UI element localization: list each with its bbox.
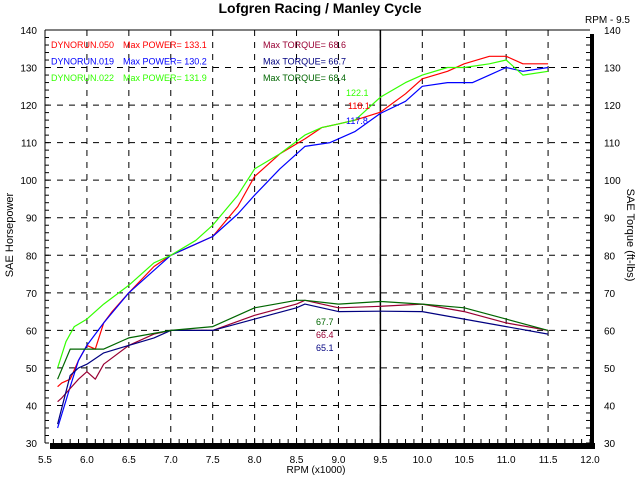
y-tick-label: 140 bbox=[20, 26, 37, 37]
cursor-torque-value: 66.4 bbox=[316, 330, 334, 340]
legend-run: DYNORUN.019 bbox=[51, 57, 114, 67]
x-tick-label: 7.0 bbox=[164, 455, 178, 466]
legend-max-torque: Max TORQUE= 68.4 bbox=[263, 73, 346, 83]
y-tick-label: 130 bbox=[20, 64, 37, 75]
series-line bbox=[57, 59, 549, 369]
bottom-axis-bar bbox=[50, 443, 595, 449]
x-tick-label: 6.0 bbox=[80, 455, 94, 466]
x-tick-label: 7.5 bbox=[206, 455, 220, 466]
y2-tick-label: 80 bbox=[604, 251, 616, 262]
series-line bbox=[57, 299, 549, 380]
legend-run: DYNORUN.050 bbox=[51, 40, 114, 50]
y2-tick-label: 30 bbox=[604, 439, 616, 450]
y2-tick-label: 50 bbox=[604, 364, 616, 375]
x-axis-label: RPM (x1000) bbox=[287, 465, 346, 476]
cursor-label: RPM - 9.5 bbox=[585, 15, 630, 26]
x-tick-label: 12.0 bbox=[580, 455, 600, 466]
x-tick-label: 8.0 bbox=[248, 455, 262, 466]
y-tick-label: 90 bbox=[26, 214, 38, 225]
y-tick-label: 100 bbox=[20, 176, 37, 187]
y-tick-label: 120 bbox=[20, 101, 37, 112]
legend-max-torque: Max TORQUE= 68.6 bbox=[263, 40, 346, 50]
y-tick-label: 70 bbox=[26, 289, 38, 300]
y-tick-label: 40 bbox=[26, 401, 38, 412]
y2-axis-label: SAE Torque (ft-lbs) bbox=[624, 189, 636, 282]
tick-labels: 5.5 6.0 6.5 7.0 7.5 8.0 8.5 9.0 9.5 10.0 10.5 11.0 1… bbox=[20, 26, 621, 466]
y-tick-label: 80 bbox=[26, 251, 38, 262]
y2-tick-label: 110 bbox=[604, 139, 620, 150]
x-tick-label: 9.5 bbox=[373, 455, 387, 466]
legend-max-torque: Max TORQUE= 66.7 bbox=[263, 57, 346, 67]
y2-tick-label: 40 bbox=[604, 401, 616, 412]
y-tick-label: 60 bbox=[26, 326, 38, 337]
x-tick-label: 9.0 bbox=[332, 455, 346, 466]
x-tick-label: 10.0 bbox=[413, 455, 433, 466]
y2-tick-label: 60 bbox=[604, 326, 616, 337]
y2-tick-label: 120 bbox=[604, 101, 621, 112]
series-line bbox=[57, 299, 549, 403]
x-tick-label: 11.5 bbox=[539, 455, 558, 466]
cursor-power-value: 117.8 bbox=[346, 116, 368, 126]
y2-tick-label: 130 bbox=[604, 64, 621, 75]
cursor-torque-value: 67.7 bbox=[316, 317, 334, 327]
legend-max-power: Max POWER= 131.9 bbox=[123, 73, 207, 83]
y-axis-label: SAE Horsepower bbox=[4, 192, 16, 277]
cursor-power-value: 118.1 bbox=[348, 101, 370, 111]
series-line bbox=[57, 303, 549, 425]
y-tick-label: 50 bbox=[26, 364, 38, 375]
y-tick-label: 30 bbox=[26, 439, 38, 450]
y2-tick-label: 90 bbox=[604, 214, 616, 225]
series-line bbox=[57, 55, 549, 388]
chart-title: Lofgren Racing / Manley Cycle bbox=[218, 0, 421, 16]
x-tick-label: 8.5 bbox=[290, 455, 304, 466]
series-lines bbox=[57, 55, 549, 429]
legend-max-power: Max POWER= 133.1 bbox=[123, 40, 207, 50]
legend-max-power: Max POWER= 130.2 bbox=[123, 57, 207, 67]
x-tick-label: 11.0 bbox=[497, 455, 516, 466]
legend: DYNORUN.050 Max POWER= 133.1 Max TORQUE= 6… bbox=[51, 40, 346, 83]
y2-tick-label: 100 bbox=[604, 176, 621, 187]
cursor-values: 118.1 117.8 122.1 66.4 65.1 67.7 bbox=[316, 88, 370, 353]
grid bbox=[44, 29, 595, 449]
x-tick-label: 6.5 bbox=[122, 455, 136, 466]
cursor-torque-value: 65.1 bbox=[316, 343, 334, 353]
legend-run: DYNORUN.022 bbox=[51, 73, 114, 83]
series-line bbox=[57, 66, 549, 429]
x-tick-label: 5.5 bbox=[38, 455, 52, 466]
x-tick-label: 10.5 bbox=[454, 455, 474, 466]
y2-tick-label: 140 bbox=[604, 26, 621, 37]
right-axis-bar bbox=[590, 34, 594, 449]
y-tick-label: 110 bbox=[21, 139, 37, 150]
cursor-power-value: 122.1 bbox=[346, 88, 369, 98]
y2-tick-label: 70 bbox=[604, 289, 616, 300]
